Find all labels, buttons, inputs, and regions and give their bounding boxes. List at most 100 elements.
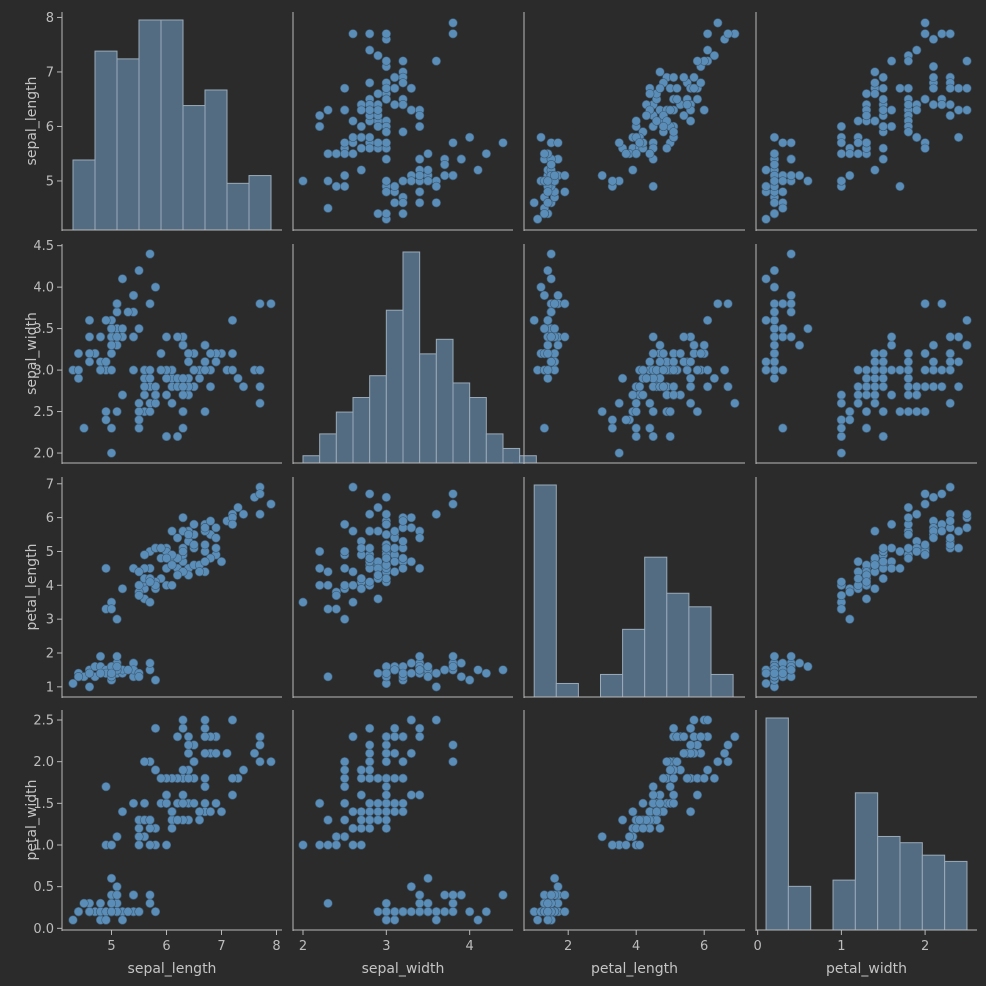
scatter-point bbox=[685, 740, 696, 750]
scatter-point bbox=[172, 431, 183, 442]
scatter-point bbox=[920, 540, 930, 550]
scatter-point bbox=[465, 675, 475, 685]
scatter-point bbox=[903, 502, 913, 513]
scatter-point bbox=[200, 406, 210, 417]
scatter-point bbox=[227, 773, 238, 783]
scatter-point bbox=[150, 723, 161, 733]
scatter-point bbox=[390, 748, 400, 758]
scatter-point bbox=[778, 176, 788, 186]
scatter-point bbox=[178, 382, 188, 392]
scatter-point bbox=[106, 604, 117, 614]
x-tick-label: 4 bbox=[466, 939, 474, 954]
scatter-point bbox=[658, 382, 669, 392]
scatter-point bbox=[769, 160, 780, 170]
scatter-point bbox=[205, 807, 216, 817]
scatter-point bbox=[440, 665, 450, 675]
scatter-point bbox=[156, 543, 166, 553]
scatter-point bbox=[870, 584, 880, 594]
scatter-point bbox=[655, 798, 665, 808]
scatter-point bbox=[546, 307, 556, 317]
histogram-bar bbox=[533, 484, 557, 698]
scatter-point bbox=[769, 668, 780, 678]
y-tick-label: 4.0 bbox=[33, 281, 54, 296]
scatter-point bbox=[398, 78, 408, 88]
scatter-point bbox=[853, 573, 863, 584]
scatter-point bbox=[381, 492, 391, 502]
scatter-point bbox=[415, 533, 425, 543]
scatter-point bbox=[145, 823, 155, 833]
scatter-point bbox=[546, 249, 556, 259]
scatter-point bbox=[348, 597, 358, 607]
scatter-point bbox=[778, 423, 788, 433]
scatter-point bbox=[836, 390, 846, 400]
scatter-point bbox=[920, 94, 930, 104]
scatter-point bbox=[778, 299, 788, 309]
scatter-point bbox=[953, 382, 964, 392]
scatter-point bbox=[323, 176, 333, 186]
scatter-point bbox=[679, 72, 689, 82]
scatter-point bbox=[953, 332, 964, 342]
scatter-point bbox=[348, 132, 358, 142]
scatter-point bbox=[348, 732, 358, 742]
scatter-point bbox=[211, 357, 221, 367]
scatter-point bbox=[178, 715, 188, 725]
scatter-point bbox=[870, 116, 880, 126]
scatter-point bbox=[178, 765, 188, 775]
histogram-bar bbox=[138, 19, 162, 231]
scatter-point bbox=[895, 181, 905, 191]
scatter-point bbox=[607, 423, 618, 433]
scatter-point bbox=[431, 509, 441, 519]
scatter-point bbox=[887, 519, 897, 529]
scatter-point bbox=[870, 390, 880, 400]
scatter-point bbox=[340, 138, 350, 148]
scatter-point bbox=[266, 299, 276, 309]
scatter-point bbox=[628, 807, 638, 817]
scatter-point bbox=[928, 382, 939, 392]
scatter-point bbox=[878, 121, 888, 132]
scatter-point bbox=[101, 782, 111, 792]
scatter-point bbox=[183, 740, 194, 750]
panel-petal_width-vs-petal_width: 0 1 2 petal_width bbox=[754, 710, 977, 977]
scatter-point bbox=[205, 348, 216, 359]
scatter-point bbox=[315, 563, 325, 573]
scatter-point bbox=[786, 299, 796, 309]
scatter-point bbox=[249, 748, 260, 758]
scatter-point bbox=[415, 790, 425, 800]
scatter-point bbox=[348, 580, 358, 590]
scatter-point bbox=[937, 299, 947, 309]
y-tick-label: 6 bbox=[46, 120, 54, 135]
scatter-point bbox=[348, 823, 358, 833]
scatter-point bbox=[607, 415, 618, 425]
scatter-point bbox=[529, 315, 539, 325]
scatter-point bbox=[134, 415, 144, 425]
scatter-point bbox=[227, 715, 238, 725]
scatter-point bbox=[769, 315, 780, 325]
scatter-point bbox=[145, 249, 155, 259]
x-axis-label: sepal_length bbox=[128, 961, 217, 977]
scatter-point bbox=[365, 577, 375, 587]
scatter-point bbox=[390, 907, 400, 917]
scatter-point bbox=[112, 332, 122, 342]
scatter-point bbox=[381, 154, 391, 164]
scatter-point bbox=[786, 154, 796, 164]
scatter-point bbox=[769, 307, 780, 317]
scatter-point bbox=[323, 567, 333, 577]
scatter-point bbox=[298, 176, 308, 186]
scatter-point bbox=[887, 56, 897, 66]
scatter-point bbox=[356, 121, 366, 132]
scatter-point bbox=[178, 790, 188, 800]
scatter-point bbox=[658, 348, 669, 359]
scatter-point bbox=[340, 546, 350, 557]
scatter-point bbox=[365, 143, 375, 153]
scatter-point bbox=[423, 661, 433, 672]
scatter-point bbox=[672, 83, 682, 93]
scatter-point bbox=[134, 324, 144, 334]
scatter-point bbox=[381, 519, 391, 529]
scatter-point bbox=[139, 390, 150, 400]
histogram-bar bbox=[402, 251, 421, 464]
scatter-point bbox=[638, 365, 648, 375]
scatter-point bbox=[662, 757, 672, 767]
scatter-point bbox=[423, 165, 433, 175]
scatter-point bbox=[685, 116, 696, 126]
scatter-point bbox=[315, 121, 325, 132]
